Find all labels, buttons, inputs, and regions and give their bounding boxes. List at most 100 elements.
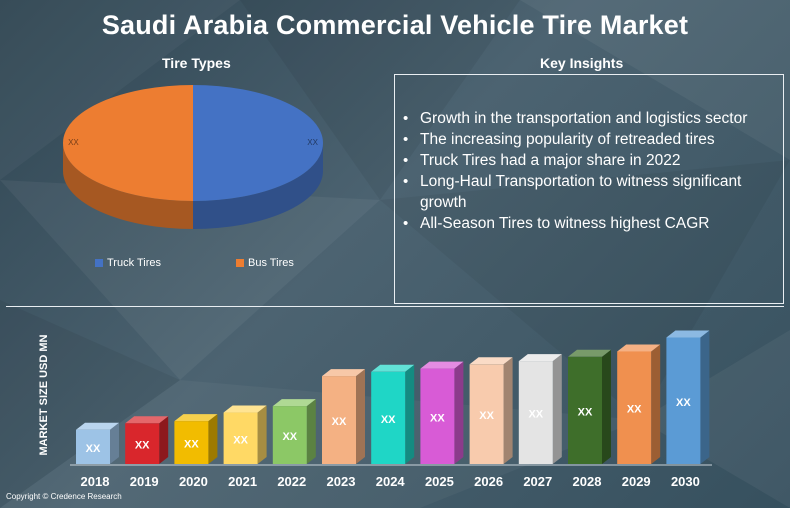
bar-top: [420, 361, 464, 369]
y-axis-label: MARKET SIZE USD MN: [38, 334, 50, 455]
bar-front: [518, 361, 553, 464]
bar-side: [503, 357, 513, 464]
bar-2026: XX: [469, 357, 513, 464]
bar-front: [223, 412, 258, 464]
legend-truck-tires: Truck Tires: [95, 257, 161, 269]
bar-front: [125, 423, 160, 464]
x-tick-label: 2029: [622, 474, 651, 489]
bar-data-label: XX: [233, 434, 248, 446]
bar-front: [420, 368, 455, 464]
bar-2021: XX: [223, 405, 267, 464]
bar-2029: XX: [617, 344, 661, 464]
pie-panel-title: Tire Types: [162, 55, 231, 71]
bar-side: [405, 364, 415, 464]
insight-text: Truck Tires had a major share in 2022: [420, 152, 681, 169]
insight-item: • All-Season Tires to witness highest CAG…: [403, 215, 710, 232]
bar-2020: XX: [174, 414, 218, 464]
section-divider: [6, 306, 784, 307]
bar-front: [617, 351, 652, 464]
bar-2028: XX: [568, 349, 611, 464]
bar-data-label: XX: [184, 439, 199, 451]
insight-item: • Long-Haul Transportation to witness sig…: [403, 173, 742, 211]
tire-types-pie-chart: XX XX: [63, 85, 323, 229]
bar-side: [208, 414, 218, 464]
x-tick-label: 2023: [327, 474, 356, 489]
bar-2027: XX: [518, 354, 562, 464]
bar-data-label: XX: [528, 409, 543, 421]
key-insights-box: • Growth in the transportation and logist…: [394, 74, 784, 304]
legend-label-truck: Truck Tires: [107, 257, 161, 269]
bar-2019: XX: [125, 416, 169, 464]
x-tick-label: 2026: [474, 474, 503, 489]
x-tick-label: 2030: [671, 474, 700, 489]
insights-panel-title: Key Insights: [540, 55, 624, 71]
pie-slice-bus-tires: [63, 85, 193, 201]
bar-side: [356, 369, 365, 464]
bar-front: [76, 429, 110, 464]
bar-side: [159, 416, 169, 464]
bar-top: [617, 344, 661, 352]
bar-data-label: XX: [627, 404, 642, 416]
bar-data-label: XX: [479, 410, 494, 422]
bar-side: [454, 361, 464, 464]
bar-2018: XX: [76, 422, 119, 464]
x-tick-label: 2025: [425, 474, 454, 489]
bar-front: [322, 376, 356, 464]
bar-top: [76, 422, 119, 430]
insight-text: Long-Haul Transportation to witness sign…: [420, 173, 742, 211]
bar-top: [371, 364, 415, 372]
x-tick-label: 2021: [228, 474, 257, 489]
copyright-text: Copyright © Credence Research: [6, 492, 122, 501]
bar-2023: XX: [322, 369, 365, 464]
x-tick-label: 2028: [573, 474, 602, 489]
x-tick-label: 2027: [523, 474, 552, 489]
pie-slice-truck-tires: [193, 85, 323, 201]
legend-bus-tires: Bus Tires: [236, 257, 294, 269]
bar-data-label: XX: [332, 416, 347, 428]
insights-list: • Growth in the transportation and logist…: [401, 108, 777, 234]
pie-data-label: XX: [68, 138, 79, 147]
pie-data-label: XX: [307, 138, 318, 147]
x-tick-label: 2018: [81, 474, 110, 489]
bar-side: [552, 354, 562, 464]
bar-2025: XX: [420, 361, 464, 464]
bar-top: [322, 369, 365, 377]
insight-item: • Truck Tires had a major share in 2022: [403, 152, 681, 169]
insight-text: Growth in the transportation and logisti…: [420, 110, 748, 127]
bar-side: [602, 349, 611, 464]
bar-data-label: XX: [430, 412, 445, 424]
bar-front: [371, 371, 406, 464]
bar-2024: XX: [371, 364, 415, 464]
bar-front: [666, 337, 701, 464]
bar-data-label: XX: [676, 397, 691, 409]
insight-text: All-Season Tires to witness highest CAGR: [420, 215, 710, 232]
bar-side: [257, 405, 267, 464]
bar-side: [700, 330, 710, 464]
bar-top: [666, 330, 710, 338]
bar-side: [651, 344, 661, 464]
pie-slice-side-truck-tires: [193, 143, 323, 229]
bar-top: [174, 414, 218, 422]
bar-2022: XX: [272, 399, 316, 464]
x-tick-label: 2020: [179, 474, 208, 489]
bar-front: [174, 421, 209, 464]
bar-data-label: XX: [135, 440, 150, 452]
x-tick-label: 2019: [130, 474, 159, 489]
bar-top: [272, 399, 316, 407]
bar-side: [306, 399, 316, 464]
bar-data-label: XX: [86, 443, 101, 455]
pie-slice-side-bus-tires: [63, 143, 193, 229]
bar-front: [469, 364, 504, 464]
x-tick-label: 2022: [277, 474, 306, 489]
bar-top: [568, 349, 611, 357]
legend-swatch-bus: [236, 259, 244, 267]
insight-item: • The increasing popularity of retreaded …: [403, 131, 715, 148]
bar-data-label: XX: [282, 431, 297, 443]
bar-front: [272, 406, 307, 464]
insight-item: • Growth in the transportation and logist…: [403, 110, 748, 127]
legend-label-bus: Bus Tires: [248, 257, 294, 269]
x-tick-label: 2024: [376, 474, 406, 489]
bar-top: [125, 416, 169, 424]
